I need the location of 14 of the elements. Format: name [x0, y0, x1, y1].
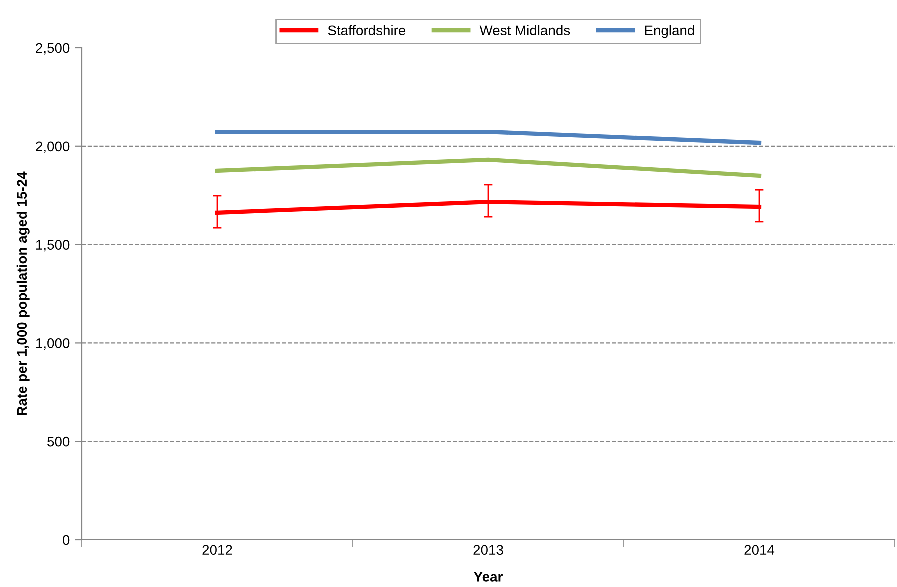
x-tick-label: 2013: [474, 545, 504, 556]
legend-label: Staffordshire: [328, 25, 406, 36]
y-tick-label: 1,500: [36, 240, 70, 252]
legend-label: West Midlands: [480, 25, 570, 36]
x-tick-label: 2014: [744, 545, 775, 556]
y-tick-label: 1,000: [36, 338, 70, 350]
x-tick-label: 2012: [202, 545, 232, 556]
y-tick-label: 2,500: [36, 43, 70, 55]
y-tick-label: 0: [63, 535, 70, 546]
y-axis-title: Rate per 1,000 population aged 15-24: [16, 172, 30, 416]
x-axis-title: Year: [474, 572, 503, 582]
legend-label: England: [645, 25, 694, 38]
y-tick-label: 2,000: [36, 142, 70, 154]
y-tick-label: 500: [48, 436, 70, 447]
